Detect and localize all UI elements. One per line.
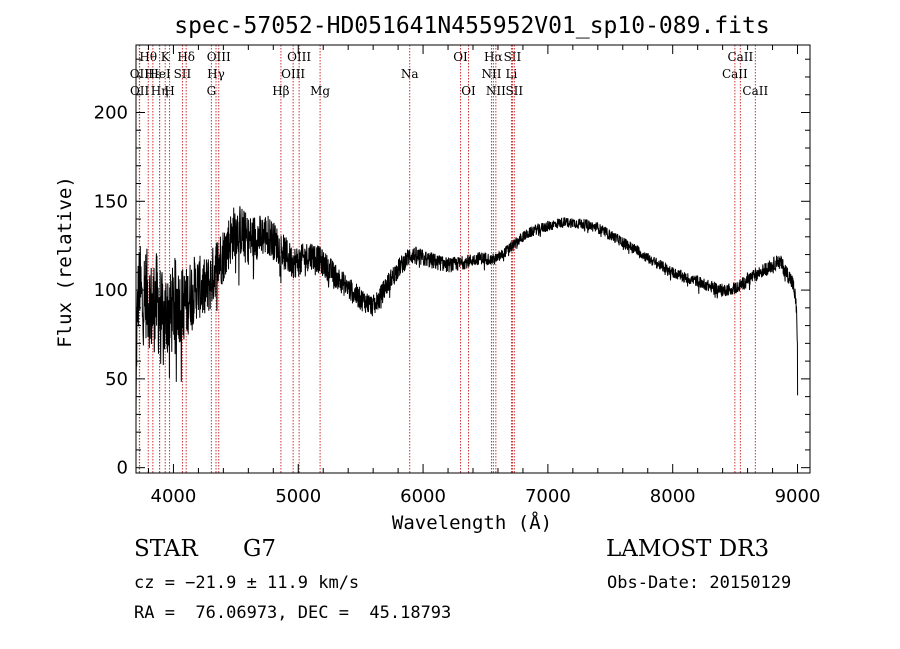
line-marker-label: G [207,84,217,98]
y-axis: 0 50 100 150 200 [94,58,810,479]
spectrum-series [135,206,799,421]
line-marker-label: CaII [727,50,753,64]
line-marker-label: OI [461,84,476,98]
line-marker-label: SII [174,67,192,81]
line-marker-label: OIII [281,67,305,81]
line-marker-label: CaII [742,84,768,98]
line-marker-label: K [161,50,171,64]
spectrum-line [135,206,799,421]
line-marker-label: Hβ [272,84,289,98]
line-marker-label: HeI [148,67,171,81]
line-marker-label: OIII [287,50,311,64]
redshift-velocity: cz = −21.9 ± 11.9 km/s [134,573,360,593]
y-tick-label: 100 [94,280,128,301]
line-marker-label: Li [506,67,518,81]
line-marker-label: NII [481,67,501,81]
line-marker-label: OI [453,50,468,64]
line-marker-label: H [164,84,174,98]
line-marker-label: Hα [484,50,503,64]
line-marker-label: SII [504,50,522,64]
y-tick-label: 200 [94,102,128,123]
x-axis: 4000 5000 6000 7000 8000 9000 [147,45,821,507]
line-marker-label: OII [130,84,150,98]
spectral-subclass: G7 [243,536,277,562]
line-marker-label: Na [401,67,419,81]
line-marker-label: NII [486,84,506,98]
x-tick-label: 8000 [650,486,696,507]
y-tick-label: 50 [105,369,128,390]
y-axis-label: Flux (relative) [54,176,76,348]
line-marker-label: Hδ [177,50,195,64]
x-tick-label: 7000 [525,486,571,507]
x-axis-label: Wavelength (Å) [392,511,552,534]
y-tick-label: 0 [117,458,128,479]
x-tick-label: 5000 [275,486,321,507]
coordinates: RA = 76.06973, DEC = 45.18793 [134,603,452,623]
x-tick-label: 9000 [775,486,821,507]
line-marker-label: Hθ [139,50,157,64]
line-marker-label: Hε [145,67,162,81]
observation-date: Obs-Date: 20150129 [607,573,792,593]
line-marker-label: CaII [722,67,748,81]
y-tick-label: 150 [94,191,128,212]
line-marker-label: Mg [310,84,330,98]
x-tick-label: 6000 [400,486,446,507]
line-marker-label: OIII [207,50,231,64]
line-marker-label: SII [505,84,523,98]
line-marker-label: OII [130,67,150,81]
line-marker-label: Hγ [207,67,225,81]
x-tick-label: 4000 [151,486,197,507]
object-type: STAR [134,536,198,562]
survey-name: LAMOST DR3 [606,536,770,562]
chart-title: spec-57052-HD051641N455952V01_sp10-089.f… [174,13,769,39]
